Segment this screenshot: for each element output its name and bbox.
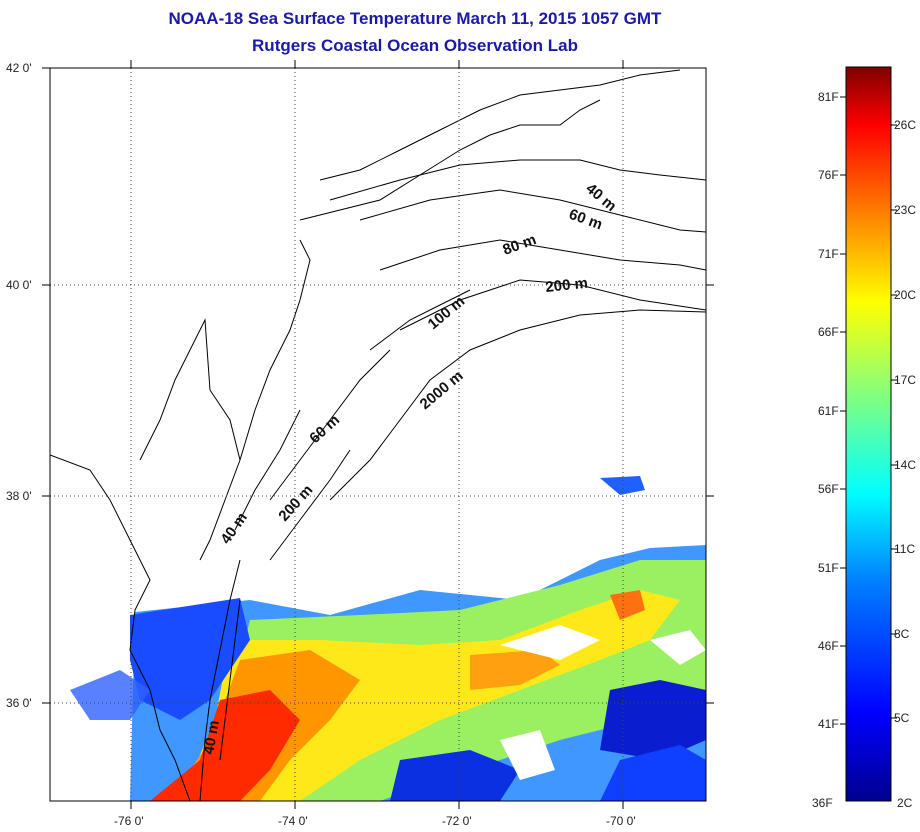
cbar-f-36: 36F (812, 796, 833, 810)
lat-label-42: 42 0' (6, 61, 32, 75)
sst-patch-sound (70, 670, 150, 720)
contour-60m-north (359, 189, 706, 233)
lat-label-36: 36 0' (6, 696, 32, 710)
coastline-nj (239, 239, 311, 461)
lon-label-72: -72 0' (442, 814, 472, 828)
coastline-new-england (319, 69, 681, 181)
sst-patch-deep-blue-2 (390, 750, 520, 801)
cbar-f-56: 56F (818, 482, 839, 496)
frame-ticks (42, 60, 714, 809)
lat-label-40: 40 0' (6, 278, 32, 292)
cbar-c-17: 17C (894, 373, 917, 387)
contour-40m-south (219, 599, 241, 761)
sst-patch-orange-offshore (470, 650, 560, 690)
sst-data-layer (70, 476, 706, 801)
cbar-f-76: 76F (818, 168, 839, 182)
contour-40m-mid (234, 409, 301, 531)
sst-patch-deep-blue-1 (600, 680, 706, 760)
coastline-delmarva (139, 318, 241, 561)
graticule (50, 68, 706, 801)
contour-2000m (329, 309, 706, 501)
cbar-f-61: 61F (818, 404, 839, 418)
cbar-f-46: 46F (818, 639, 839, 653)
lon-label-74: -74 0' (278, 814, 308, 828)
contour-40m-north (329, 159, 706, 201)
contour-label-80m: 80 m (501, 231, 539, 259)
sst-patch-deep-blue-3 (600, 745, 706, 801)
bathymetry-layer (219, 159, 706, 761)
coastline-outer-banks (199, 559, 241, 801)
cloud-gap-3 (650, 630, 706, 665)
contour-200m-north (399, 279, 706, 331)
contour-label-100m: 100 m (425, 293, 469, 333)
sst-patch-offshore-small (600, 476, 645, 495)
contour-label-200m-north: 200 m (545, 275, 589, 296)
contour-100m (369, 289, 471, 351)
lon-label-76: -76 0' (114, 814, 144, 828)
cbar-c-14: 14C (894, 458, 917, 472)
map-frame (49, 67, 707, 802)
lat-label-38: 38 0' (6, 489, 32, 503)
colorbar-ticks (840, 96, 897, 725)
cbar-f-71: 71F (818, 247, 839, 261)
contour-200m-mid (269, 449, 351, 561)
cbar-c-5: 5C (894, 711, 910, 725)
colorbar-gradient (845, 66, 892, 802)
cbar-c-2: 2C (897, 796, 913, 810)
cbar-f-51: 51F (818, 561, 839, 575)
cbar-c-26: 26C (894, 118, 917, 132)
contour-label-200m-mid: 200 m (275, 482, 316, 525)
contour-label-60m-mid: 60 m (306, 411, 343, 447)
map-title: NOAA-18 Sea Surface Temperature March 11… (168, 9, 662, 28)
cbar-f-81: 81F (818, 90, 839, 104)
coastline (50, 454, 191, 801)
lon-label-70: -70 0' (606, 814, 636, 828)
contour-label-40m-mid: 40 m (217, 510, 251, 548)
coastline-long-island (299, 134, 491, 221)
cloud-gap-1 (500, 625, 600, 660)
cbar-c-11: 11C (894, 542, 916, 556)
contour-label-2000m: 2000 m (417, 367, 467, 413)
contour-60m-mid (269, 349, 391, 501)
cbar-f-66: 66F (818, 325, 839, 339)
cbar-c-20: 20C (894, 288, 917, 302)
cbar-f-41: 41F (818, 717, 839, 731)
map-subtitle: Rutgers Coastal Ocean Observation Lab (252, 36, 578, 55)
cloud-gap-2 (500, 730, 555, 780)
sst-patch-orange-east (610, 590, 645, 620)
contour-80m (379, 239, 706, 271)
sst-patch-red (150, 690, 300, 801)
cbar-c-23: 23C (894, 203, 917, 217)
cbar-c-8: 8C (894, 627, 910, 641)
contour-label-40m-south: 40 m (200, 719, 223, 756)
coastline-cape-cod (489, 99, 601, 136)
sst-patch-coastal-blue (130, 598, 250, 720)
coastline-layer (50, 69, 681, 801)
